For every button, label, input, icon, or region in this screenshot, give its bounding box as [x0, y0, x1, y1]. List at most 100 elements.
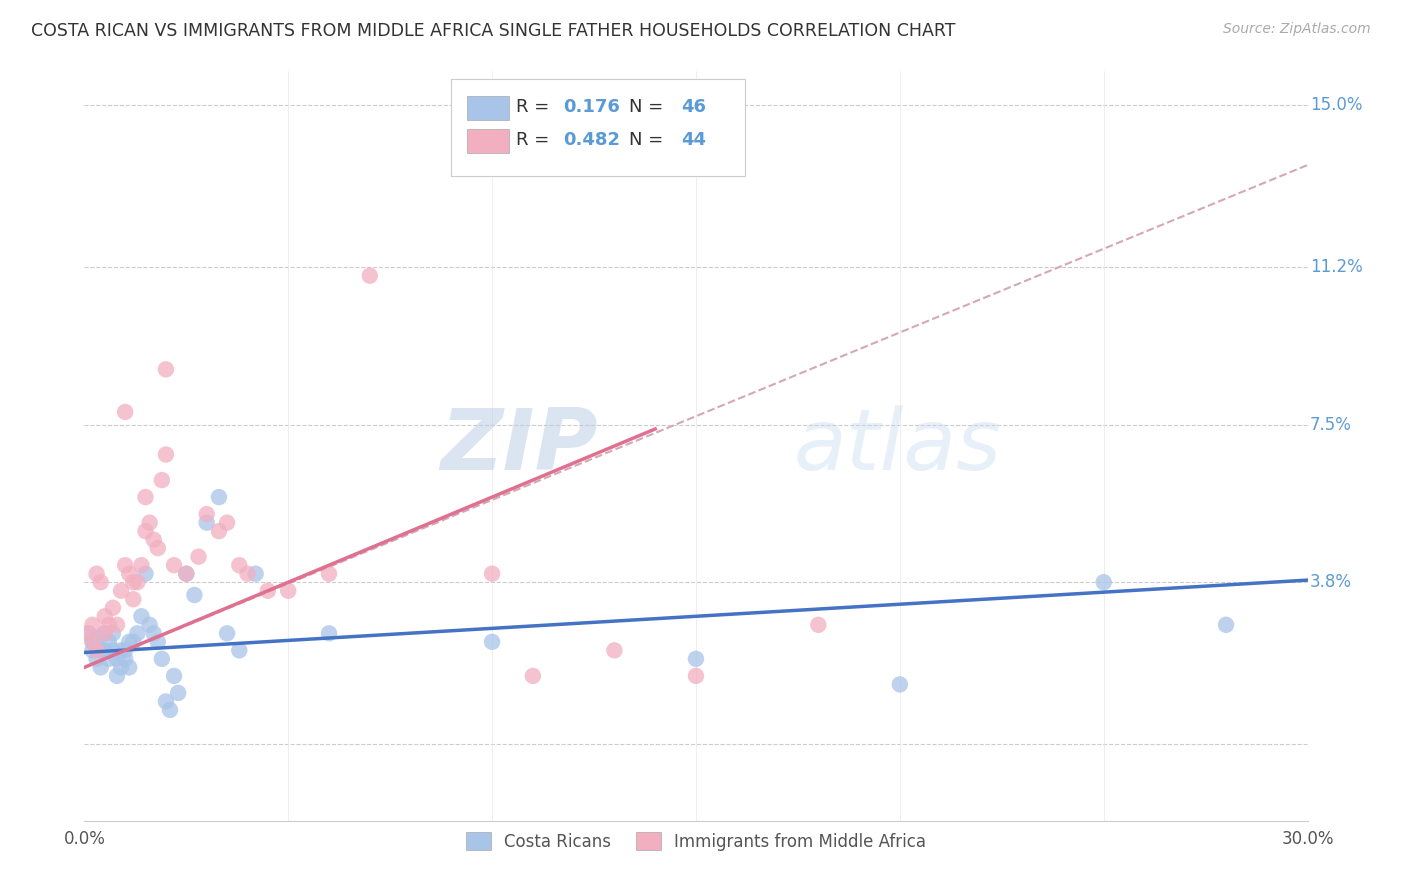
Point: [114, 558, 136, 573]
Point: [359, 268, 381, 283]
Point: [110, 643, 132, 657]
Point: [118, 566, 141, 581]
Point: [114, 652, 136, 666]
Point: [105, 617, 128, 632]
Point: [195, 507, 218, 521]
FancyBboxPatch shape: [451, 78, 745, 177]
Point: [114, 643, 136, 657]
Point: [603, 643, 626, 657]
Point: [228, 558, 250, 573]
Text: COSTA RICAN VS IMMIGRANTS FROM MIDDLE AFRICA SINGLE FATHER HOUSEHOLDS CORRELATIO: COSTA RICAN VS IMMIGRANTS FROM MIDDLE AF…: [31, 22, 956, 40]
Text: atlas: atlas: [794, 404, 1002, 488]
Point: [146, 541, 169, 556]
Point: [208, 524, 231, 538]
Text: N =: N =: [628, 130, 669, 149]
Point: [86, 566, 108, 581]
Point: [82, 643, 104, 657]
Point: [150, 473, 173, 487]
Point: [82, 635, 104, 649]
Legend: Costa Ricans, Immigrants from Middle Africa: Costa Ricans, Immigrants from Middle Afr…: [458, 826, 934, 857]
Text: 0.176: 0.176: [562, 97, 620, 116]
Point: [155, 694, 177, 708]
Point: [174, 566, 197, 581]
Point: [93, 626, 115, 640]
Point: [138, 516, 160, 530]
Point: [93, 643, 115, 657]
Point: [135, 490, 157, 504]
Point: [685, 652, 707, 666]
Point: [131, 558, 153, 573]
Point: [86, 631, 108, 645]
Point: [277, 583, 299, 598]
Point: [150, 652, 173, 666]
Point: [208, 490, 231, 504]
Point: [138, 617, 160, 632]
Text: R =: R =: [516, 97, 555, 116]
Text: 46: 46: [682, 97, 706, 116]
Text: 0.482: 0.482: [562, 130, 620, 149]
Point: [889, 677, 911, 691]
Point: [155, 362, 177, 376]
Point: [142, 533, 165, 547]
Point: [86, 643, 108, 657]
Point: [155, 448, 177, 462]
Point: [131, 609, 153, 624]
Point: [97, 617, 120, 632]
Point: [86, 652, 108, 666]
FancyBboxPatch shape: [467, 129, 509, 153]
Text: Source: ZipAtlas.com: Source: ZipAtlas.com: [1223, 22, 1371, 37]
Text: 11.2%: 11.2%: [1310, 258, 1362, 277]
Point: [90, 575, 112, 590]
Point: [217, 626, 239, 640]
Point: [257, 583, 280, 598]
Text: ZIP: ZIP: [440, 404, 598, 488]
Text: R =: R =: [516, 130, 555, 149]
Point: [167, 686, 190, 700]
Point: [228, 643, 250, 657]
Point: [93, 609, 115, 624]
Point: [187, 549, 209, 564]
Point: [522, 669, 544, 683]
Point: [105, 669, 128, 683]
Point: [110, 660, 132, 674]
Point: [481, 635, 503, 649]
Point: [481, 566, 503, 581]
Text: N =: N =: [628, 97, 669, 116]
Point: [135, 524, 157, 538]
Point: [97, 652, 120, 666]
Point: [127, 575, 149, 590]
Point: [135, 566, 157, 581]
Point: [77, 626, 100, 640]
Point: [118, 660, 141, 674]
Point: [236, 566, 259, 581]
Point: [318, 626, 340, 640]
Point: [183, 588, 205, 602]
Point: [685, 669, 707, 683]
Point: [163, 669, 186, 683]
Point: [807, 617, 830, 632]
Text: 15.0%: 15.0%: [1310, 96, 1362, 114]
Point: [122, 635, 145, 649]
Point: [122, 575, 145, 590]
Point: [101, 600, 124, 615]
Point: [217, 516, 239, 530]
Point: [195, 516, 218, 530]
Point: [318, 566, 340, 581]
Point: [163, 558, 186, 573]
Point: [90, 643, 112, 657]
Point: [245, 566, 267, 581]
Point: [77, 626, 100, 640]
Text: 3.8%: 3.8%: [1310, 574, 1353, 591]
Text: 7.5%: 7.5%: [1310, 416, 1353, 434]
Point: [142, 626, 165, 640]
Point: [82, 617, 104, 632]
Point: [90, 660, 112, 674]
Point: [105, 652, 128, 666]
Point: [127, 626, 149, 640]
Point: [82, 635, 104, 649]
Point: [110, 583, 132, 598]
Point: [159, 703, 181, 717]
FancyBboxPatch shape: [467, 96, 509, 120]
Point: [1215, 617, 1237, 632]
Point: [118, 635, 141, 649]
